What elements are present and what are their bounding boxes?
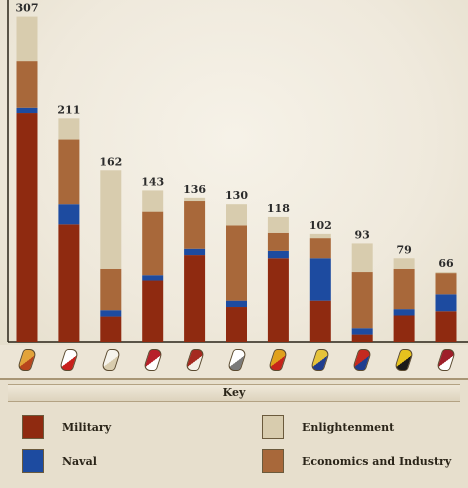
bar-segment-economics [142,211,164,276]
bar-segment-military [393,315,415,342]
bar-segment-enlightenment [100,170,122,269]
key-label-enlightenment: Enlightenment [302,420,395,434]
economics-swatch [262,449,284,473]
bar-segment-enlightenment [393,258,415,269]
key-item-enlightenment: Enlightenment [262,414,394,440]
key-item-naval: Naval [22,448,97,474]
military-swatch [22,415,44,439]
bar-segment-naval [435,294,457,312]
bar-segment-military [267,258,289,342]
bar-segment-naval [393,309,415,316]
flag-icon[interactable] [225,349,248,371]
bar-total-label: 66 [438,257,454,270]
flag-icon[interactable] [267,349,289,371]
stacked-bar-chart: 307 211 162 143 136 130 118 102 93 79 66 [7,0,468,343]
flag-icon[interactable] [16,349,38,371]
key-panel: Key Military Naval Enlightenment Economi… [0,378,468,488]
bar-segment-military [184,255,206,342]
bar-segment-economics [226,225,247,301]
bar-segment-naval [309,258,331,301]
bar-segment-enlightenment [351,243,373,273]
bar-segment-economics [351,272,373,329]
bar-segment-economics [184,201,206,249]
bar-segment-economics [435,273,457,295]
bar-segment-economics [309,238,331,259]
bar-segment-economics [267,232,289,251]
bar-total-label: 143 [141,175,164,188]
key-item-military: Military [22,414,111,440]
bar-total-label: 211 [57,103,80,116]
bar-segment-economics [58,139,80,205]
bar-segment-military [226,307,247,342]
bar-segment-naval [100,310,122,317]
bar-segment-military [100,316,122,342]
enlightenment-swatch [262,415,284,439]
bar-total-label: 79 [396,243,411,256]
bar-total-label: 118 [267,202,290,215]
flag-icon[interactable] [184,349,206,371]
key-item-economics: Economics and Industry [262,448,451,474]
flag-icon[interactable] [309,349,331,371]
score-chart: 307 211 162 143 136 130 118 102 93 79 66 [0,0,468,345]
bar-segment-enlightenment [58,118,80,140]
bar-segment-economics [393,268,415,310]
flag-icon[interactable] [100,349,122,371]
bars-group: 307 211 162 143 136 130 118 102 93 79 66 [16,2,457,342]
flag-icon[interactable] [435,349,457,371]
flag-icon[interactable] [351,349,373,371]
bar-total-label: 307 [16,2,39,15]
bar-segment-naval [16,107,38,114]
flag-icon[interactable] [393,349,415,371]
bar-segment-military [16,113,38,342]
bar-segment-military [309,300,331,342]
bar-total-label: 130 [225,189,248,202]
bar-total-label: 102 [309,219,332,232]
key-title: Key [8,384,460,402]
naval-swatch [22,449,44,473]
bar-segment-naval [351,328,373,335]
bar-segment-enlightenment [309,233,331,239]
flag-icon[interactable] [142,349,164,371]
bar-segment-naval [226,300,247,308]
bar-segment-enlightenment [267,216,289,233]
bar-total-label: 93 [355,228,370,241]
bar-segment-naval [267,250,289,259]
bar-segment-enlightenment [142,190,164,212]
bar-segment-military [435,311,457,342]
bar-segment-naval [184,248,206,256]
bar-segment-economics [100,268,122,311]
bar-segment-naval [142,275,164,281]
bar-segment-enlightenment [184,197,206,202]
bar-total-label: 162 [99,155,122,168]
nation-flag-row [0,345,468,375]
bar-segment-enlightenment [226,204,247,226]
bar-segment-enlightenment [16,16,38,62]
bar-segment-military [142,280,164,342]
flag-icon[interactable] [58,349,80,371]
key-label-military: Military [62,420,112,434]
bar-segment-enlightenment [435,272,457,274]
bar-segment-military [58,224,80,342]
key-label-naval: Naval [62,454,97,468]
bar-total-label: 136 [183,183,206,196]
key-label-economics: Economics and Industry [302,454,452,468]
bar-segment-economics [16,61,38,108]
bar-segment-military [351,334,373,342]
bar-segment-naval [58,204,80,225]
